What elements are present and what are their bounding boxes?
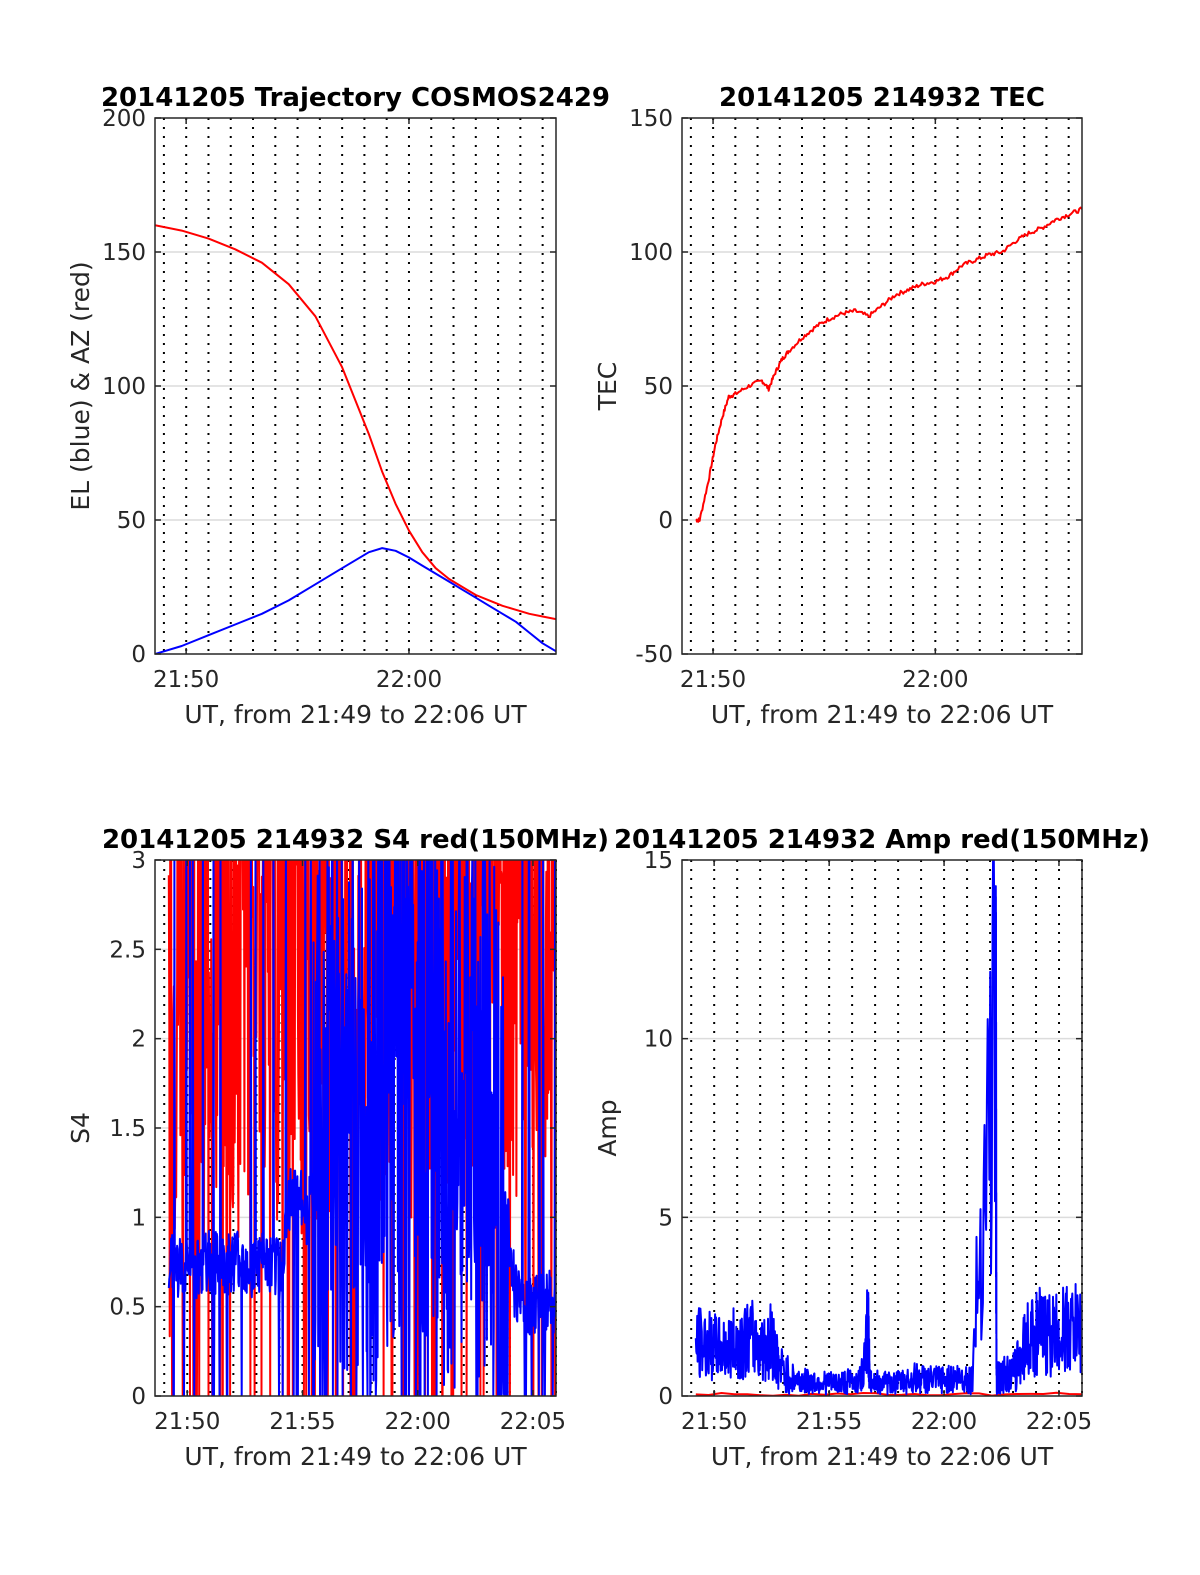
series-line-1 (695, 206, 1082, 523)
y-tick-label: 1.5 (109, 1116, 146, 1142)
x-axis-label: UT, from 21:49 to 22:06 UT (184, 700, 527, 729)
y-tick-label: 0 (658, 1384, 673, 1410)
chart-title: 20141205 214932 TEC (719, 83, 1045, 113)
y-tick-label: 10 (644, 1027, 673, 1053)
y-tick-label: 3 (131, 848, 146, 874)
y-axis-label: S4 (66, 1112, 95, 1144)
y-axis-label: EL (blue) & AZ (red) (66, 261, 95, 510)
x-tick-label: 22:00 (911, 1409, 977, 1435)
chart-panel-4: 0 5 10 15 21:50 21:55 22:00 22:05 20141205 21493… (593, 825, 1150, 1471)
x-axis-label: UT, from 21:49 to 22:06 UT (711, 700, 1054, 729)
x-tick-label: 21:50 (154, 1409, 220, 1435)
chart-title: 20141205 214932 Amp red(150MHz) (614, 825, 1150, 855)
y-tick-label: -50 (635, 642, 673, 668)
chart-title: 20141205 214932 S4 red(150MHz) (102, 825, 609, 855)
series-group (155, 224, 556, 654)
chart-panel-2: -50 0 50 100 150 21:50 22:00 20141205 214932 TE… (593, 83, 1083, 729)
x-tick-label: 21:55 (269, 1409, 335, 1435)
chart-title: 20141205 Trajectory COSMOS2429 (101, 83, 610, 113)
plot-area (682, 860, 1082, 1396)
y-tick-label: 0 (131, 1384, 146, 1410)
y-tick-label: 5 (658, 1205, 673, 1231)
x-tick-label: 21:50 (680, 667, 746, 693)
x-tick-label: 22:05 (500, 1409, 566, 1435)
series-group (694, 860, 1082, 1396)
series-group (695, 206, 1082, 523)
series-line-2 (155, 547, 556, 654)
y-tick-label: 50 (117, 508, 146, 534)
y-tick-label: 100 (102, 374, 146, 400)
x-tick-label: 21:50 (681, 1409, 747, 1435)
y-tick-label: 2.5 (109, 937, 146, 963)
x-axis-label: UT, from 21:49 to 22:06 UT (184, 1442, 527, 1471)
y-tick-label: 200 (102, 106, 146, 132)
x-tick-label: 21:55 (796, 1409, 862, 1435)
y-tick-label: 150 (629, 106, 673, 132)
x-tick-label: 21:50 (153, 667, 219, 693)
y-tick-label: 0.5 (109, 1295, 146, 1321)
x-axis-label: UT, from 21:49 to 22:06 UT (711, 1442, 1054, 1471)
series-line-2 (167, 860, 556, 1396)
y-axis-label: Amp (593, 1099, 622, 1156)
y-tick-label: 2 (131, 1027, 146, 1053)
y-axis-label: TEC (593, 362, 622, 412)
x-tick-label: 22:00 (902, 667, 968, 693)
x-tick-label: 22:00 (376, 667, 442, 693)
y-tick-label: 1 (131, 1205, 146, 1231)
y-tick-label: 0 (131, 642, 146, 668)
chart-panel-3: 0 0.5 1 1.5 2 2.5 3 21:50 21:55 22:00 22:05 2014120… (66, 825, 609, 1471)
x-tick-label: 22:00 (385, 1409, 451, 1435)
y-tick-label: 150 (102, 240, 146, 266)
series-line-2 (694, 860, 1082, 1396)
series-line-1 (155, 224, 556, 621)
x-tick-label: 22:05 (1026, 1409, 1092, 1435)
y-tick-label: 0 (658, 508, 673, 534)
series-line-1 (695, 1391, 1082, 1396)
y-tick-label: 15 (644, 848, 673, 874)
axes-box (681, 859, 1083, 1397)
chart-panel-1: 0 50 100 150 200 21:50 22:00 20141205 Trajector… (66, 83, 610, 729)
y-tick-label: 50 (644, 374, 673, 400)
y-tick-label: 100 (629, 240, 673, 266)
series-group (167, 860, 556, 1396)
